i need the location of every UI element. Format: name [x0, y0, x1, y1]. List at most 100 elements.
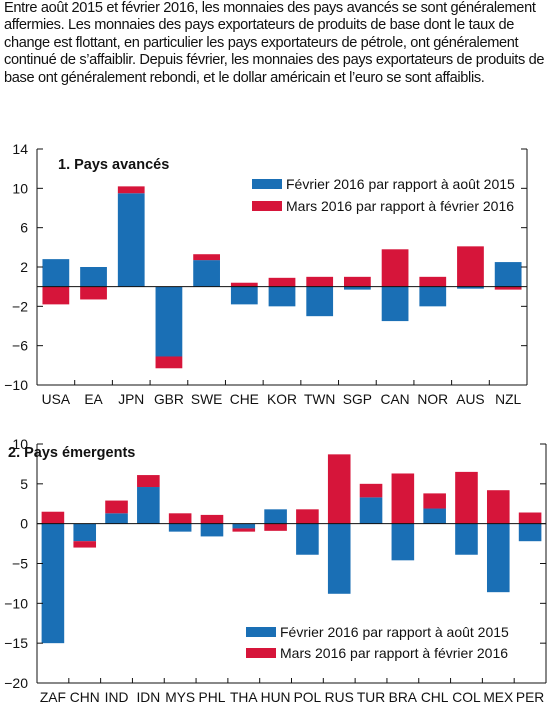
intro-paragraph: Entre août 2015 et février 2016, les mon…: [4, 0, 545, 86]
bar-per-series-1: [518, 523, 542, 542]
bar-pol-series-1: [296, 523, 319, 555]
legend-label-series-1: Février 2016 par rapport à août 2015: [286, 176, 515, 192]
bar-col-series-1: [455, 523, 478, 555]
y-tick-label: −10: [4, 377, 28, 393]
bar-sgp-series-2: [344, 276, 371, 287]
y-tick-label: 2: [20, 259, 28, 275]
x-tick-label-chn: CHN: [70, 690, 100, 703]
x-tick-label-chl: CHL: [421, 690, 449, 703]
x-tick-label-che: CHE: [230, 392, 259, 407]
bar-mex-series-1: [486, 523, 510, 593]
bar-nzl-series-2: [494, 286, 522, 290]
legend-label-series-2: Mars 2016 par rapport à février 2016: [280, 645, 508, 661]
bar-per-series-2: [518, 512, 542, 524]
bar-kor-series-1: [268, 286, 296, 307]
bar-pol-series-2: [296, 509, 319, 524]
y-tick-label: −5: [12, 556, 28, 572]
bar-mys-series-1: [168, 523, 192, 532]
bar-chn-series-2: [73, 541, 97, 548]
x-tick-label-tur: TUR: [357, 690, 385, 703]
bar-ind-series-1: [105, 513, 128, 524]
bar-sgp-series-1: [344, 286, 371, 290]
bar-kor-series-2: [268, 277, 296, 287]
legend-label-series-1: Février 2016 par rapport à août 2015: [280, 624, 509, 640]
bar-hun-series-1: [264, 509, 287, 524]
bar-gbr-series-1: [155, 286, 183, 357]
legend-swatch-series-2: [246, 648, 276, 658]
bar-idn-series-1: [137, 487, 160, 524]
legend-label-series-2: Mars 2016 par rapport à février 2016: [286, 198, 514, 214]
bar-mex-series-2: [486, 490, 510, 524]
panel-title: 1. Pays avancés: [58, 157, 169, 173]
bar-idn-series-2: [137, 475, 160, 488]
x-tick-label-tha: THA: [230, 690, 258, 703]
legend-swatch-series-1: [252, 179, 282, 189]
bar-zaf-series-1: [41, 523, 65, 644]
bar-nzl-series-1: [494, 262, 522, 287]
bar-aus-series-1: [457, 286, 484, 289]
x-tick-label-mex: MEX: [483, 690, 513, 703]
x-tick-label-pol: POL: [294, 690, 322, 703]
bar-twn-series-1: [306, 286, 334, 317]
bar-tur-series-2: [359, 483, 383, 498]
bar-col-series-2: [455, 471, 478, 524]
bar-nor-series-1: [419, 286, 447, 307]
y-tick-label: −6: [12, 338, 28, 354]
bar-usa-series-2: [42, 286, 70, 305]
bar-hun-series-2: [264, 523, 287, 531]
y-tick-label: −20: [4, 675, 28, 691]
x-tick-label-ea: EA: [84, 392, 103, 407]
legend-swatch-series-2: [252, 201, 282, 211]
x-tick-label-usa: USA: [42, 392, 71, 407]
bar-mys-series-2: [168, 513, 192, 524]
y-tick-label: 6: [20, 220, 28, 236]
bar-ind-series-2: [105, 500, 128, 514]
x-tick-label-kor: KOR: [267, 392, 297, 407]
bar-tha-series-2: [232, 528, 256, 532]
x-tick-label-aus: AUS: [456, 392, 484, 407]
bar-swe-series-1: [193, 260, 220, 287]
x-tick-label-rus: RUS: [325, 690, 354, 703]
x-tick-label-sgp: SGP: [343, 392, 372, 407]
bar-ea-series-2: [80, 286, 107, 300]
bar-bra-series-2: [391, 473, 415, 524]
legend-swatch-series-1: [246, 627, 276, 637]
x-tick-label-twn: TWN: [304, 392, 335, 407]
bar-tha-series-1: [232, 523, 256, 529]
bar-usa-series-1: [42, 259, 70, 287]
y-tick-label: −15: [4, 635, 28, 651]
bar-ea-series-1: [80, 267, 107, 287]
bar-twn-series-2: [306, 276, 334, 287]
panel-advanced-economies: 14 10 6 2 −2 −6 −10 USA EA JPN GBR SWE CHE KOR TWN SGP C…: [4, 141, 528, 407]
bar-che-series-2: [230, 282, 258, 287]
bar-chn-series-1: [73, 523, 97, 542]
bar-swe-series-2: [193, 254, 220, 261]
bar-rus-series-2: [327, 454, 351, 524]
bar-phl-series-2: [200, 514, 224, 524]
x-tick-label-hun: HUN: [261, 690, 291, 703]
x-tick-label-gbr: GBR: [154, 392, 184, 407]
x-tick-label-nor: NOR: [417, 392, 448, 407]
bar-jpn-series-2: [117, 186, 145, 194]
y-tick-label: 10: [12, 436, 28, 452]
x-tick-label-jpn: JPN: [118, 392, 144, 407]
y-tick-label: 0: [20, 516, 28, 532]
bar-che-series-1: [230, 286, 258, 305]
bar-jpn-series-1: [117, 193, 145, 287]
bar-rus-series-1: [327, 523, 351, 594]
x-tick-label-can: CAN: [381, 392, 410, 407]
x-tick-label-idn: IDN: [136, 690, 160, 703]
bar-zaf-series-2: [41, 511, 65, 524]
bar-gbr-series-2: [155, 356, 183, 369]
bar-tur-series-1: [359, 497, 383, 524]
x-tick-label-mys: MYS: [165, 690, 195, 703]
panel-title: 2. Pays émergents: [8, 445, 135, 461]
y-tick-label: −2: [12, 298, 28, 314]
y-tick-label: 10: [12, 180, 28, 196]
bar-can-series-1: [381, 286, 409, 322]
y-tick-label: 14: [12, 141, 28, 157]
bar-nor-series-2: [419, 276, 447, 287]
bar-phl-series-1: [200, 523, 224, 537]
